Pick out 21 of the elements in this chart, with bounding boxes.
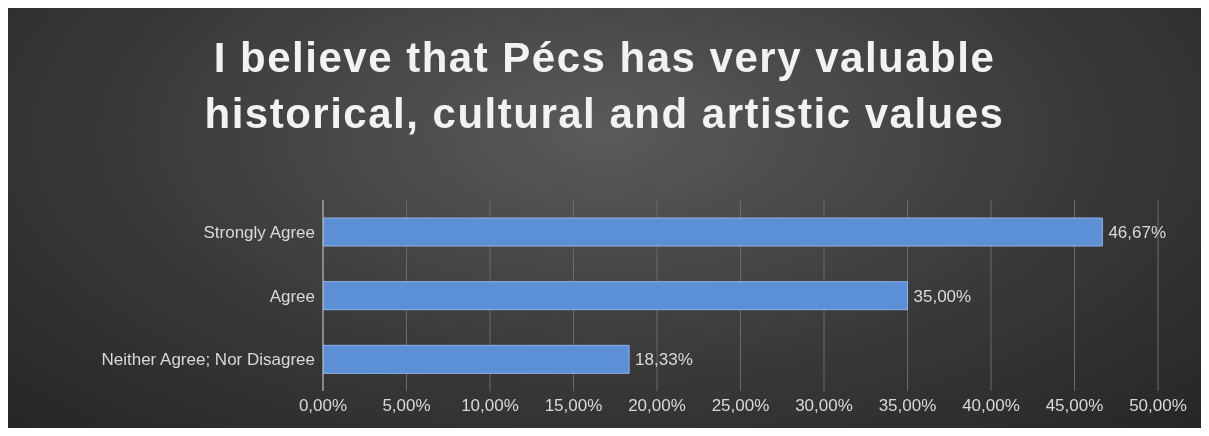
y-tick-label: Neither Agree; Nor Disagree — [101, 350, 315, 370]
x-tick-label: 5,00% — [382, 396, 431, 416]
data-label: 46,67% — [1108, 222, 1167, 242]
x-tick-label: 50,00% — [1129, 396, 1187, 416]
x-tick-label: 30,00% — [795, 396, 853, 416]
x-tick-label: 10,00% — [461, 396, 519, 416]
x-tick-label: 15,00% — [544, 396, 603, 416]
bar — [323, 217, 1103, 247]
x-tick-label: 20,00% — [628, 396, 686, 416]
bar — [323, 281, 908, 311]
data-label: 35,00% — [913, 286, 972, 306]
x-tick-label: 45,00% — [1045, 396, 1104, 416]
x-tick-label: 25,00% — [711, 396, 770, 416]
x-tick-label: 40,00% — [962, 396, 1020, 416]
data-label: 18,33% — [635, 350, 693, 370]
x-tick-label: 35,00% — [878, 396, 937, 416]
chart-title: I believe that Pécs has very valuable historical, cultural and artistic values — [203, 33, 1006, 139]
bar — [323, 344, 630, 374]
x-tick-label: 0,00% — [298, 396, 348, 416]
y-tick-label: Strongly Agree — [203, 222, 315, 242]
y-tick-label: Agree — [269, 286, 315, 306]
